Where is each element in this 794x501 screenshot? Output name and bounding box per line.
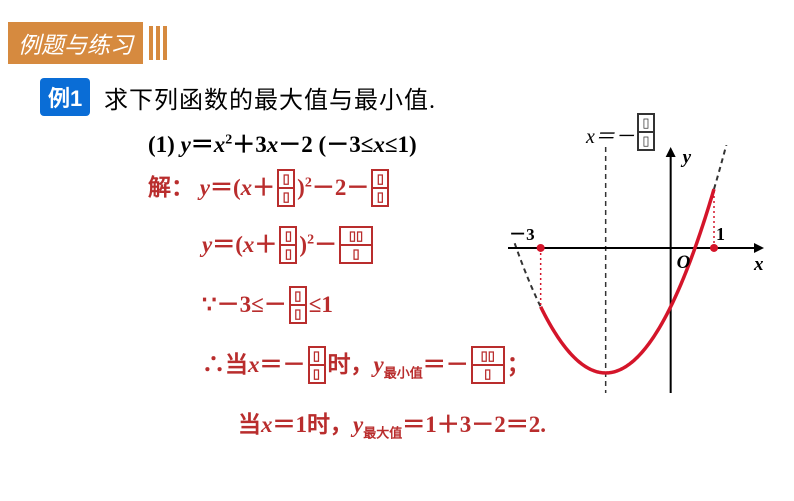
solution-line-4: ∴当x＝－▯▯时，y最小值＝－▯▯▯； — [202, 345, 530, 386]
example-badge: 例1 — [40, 78, 90, 116]
boxed-fraction: ▯▯▯ — [339, 226, 373, 264]
problem-statement: (1) y＝x2＋3x－2 (－3≤x≤1) — [148, 125, 417, 159]
solution-line-1: 解： y＝(x＋▯▯)2－2－▯▯ — [148, 168, 391, 209]
header-bar — [149, 26, 153, 60]
svg-text:O: O — [677, 252, 691, 273]
boxed-fraction: ▯▯ — [289, 286, 307, 324]
solution-line-5: 当x＝1时，y最大值＝1＋3－2＝2. — [238, 405, 546, 442]
boxed-fraction: ▯▯ — [371, 169, 389, 207]
section-header: 例题与练习 — [8, 22, 167, 64]
svg-text:－3: －3 — [509, 225, 535, 244]
header-decor-bars — [149, 26, 167, 60]
svg-text:1: 1 — [716, 224, 725, 244]
solution-line-3: ∵－3≤－▯▯≤1 — [202, 285, 333, 326]
boxed-fraction: ▯▯ — [277, 169, 295, 207]
section-title: 例题与练习 — [8, 22, 143, 64]
example-prompt: 求下列函数的最大值与最小值. — [104, 80, 436, 115]
var-x: x — [214, 132, 226, 157]
boxed-fraction: ▯▯▯ — [471, 346, 505, 384]
svg-text:x: x — [753, 254, 764, 275]
problem-index: (1) — [148, 132, 175, 157]
boxed-fraction: ▯▯ — [308, 346, 326, 384]
header-bar — [156, 26, 160, 60]
var-y: y — [181, 132, 191, 157]
graph-svg: －3 1 Ox y — [506, 145, 766, 395]
solution-line-2: y＝(x＋▯▯)2－▯▯▯ — [202, 225, 375, 266]
svg-text:y: y — [681, 147, 692, 168]
boxed-fraction: ▯▯ — [279, 226, 297, 264]
parabola-graph: x＝－ ▯ ▯ －31Oxy — [506, 115, 766, 395]
header-bar — [163, 26, 167, 60]
